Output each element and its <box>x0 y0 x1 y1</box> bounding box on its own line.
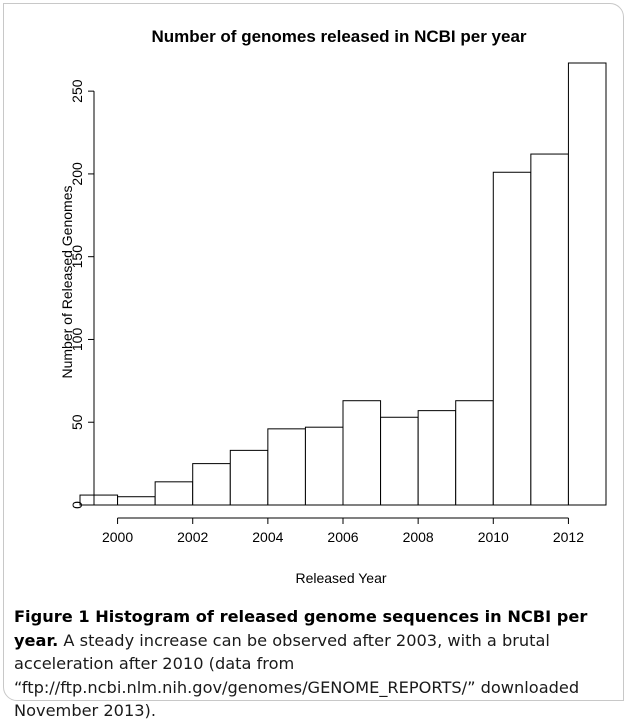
histogram-bar-2006 <box>342 400 382 506</box>
y-axis-label: Number of Released Genomes <box>59 186 75 379</box>
y-tick-label: 0 <box>69 501 85 509</box>
x-tick-label: 2010 <box>478 529 509 545</box>
x-tick-label: 2002 <box>177 529 208 545</box>
x-tick-label: 2008 <box>403 529 434 545</box>
histogram-bar-2002 <box>192 463 231 506</box>
histogram-bar-2008 <box>417 410 457 506</box>
y-tick-label: 200 <box>69 162 85 186</box>
y-axis: 0 50 100 150 200 250 <box>69 79 95 509</box>
histogram-chart: Number of genomes released in NCBI per y… <box>59 27 607 586</box>
x-tick-label: 2006 <box>327 529 358 545</box>
histogram-bar-2003 <box>229 449 269 506</box>
x-axis: 2000 2002 2004 2006 2008 2010 2012 <box>102 517 584 545</box>
histogram-bar-2000 <box>117 496 156 506</box>
x-tick-label: 2004 <box>252 529 283 545</box>
x-tick-label: 2012 <box>553 529 584 545</box>
chart-title: Number of genomes released in NCBI per y… <box>151 27 526 46</box>
histogram-bar-2007 <box>380 416 419 506</box>
figure-caption: Figure 1 Histogram of released genome se… <box>14 605 619 723</box>
histogram-bar-2004 <box>267 428 306 506</box>
histogram-bar-2010 <box>492 171 532 506</box>
y-tick-label: 150 <box>69 245 85 269</box>
histogram-bar-1999 <box>79 494 119 506</box>
histogram-bar-2012 <box>567 62 607 506</box>
histogram-bar-2011 <box>530 153 569 506</box>
bars-group <box>79 62 607 506</box>
y-tick-label: 50 <box>69 414 85 430</box>
y-tick-label: 250 <box>69 79 85 103</box>
figure-frame <box>3 3 624 701</box>
histogram-bar-2001 <box>154 481 194 506</box>
histogram-bar-2009 <box>455 400 494 506</box>
y-tick-label: 100 <box>69 328 85 352</box>
caption-title: Figure 1 Histogram of released genome se… <box>14 607 588 650</box>
x-tick-label: 2000 <box>102 529 133 545</box>
histogram-bar-2005 <box>304 426 344 506</box>
x-axis-label: Released Year <box>295 570 386 586</box>
